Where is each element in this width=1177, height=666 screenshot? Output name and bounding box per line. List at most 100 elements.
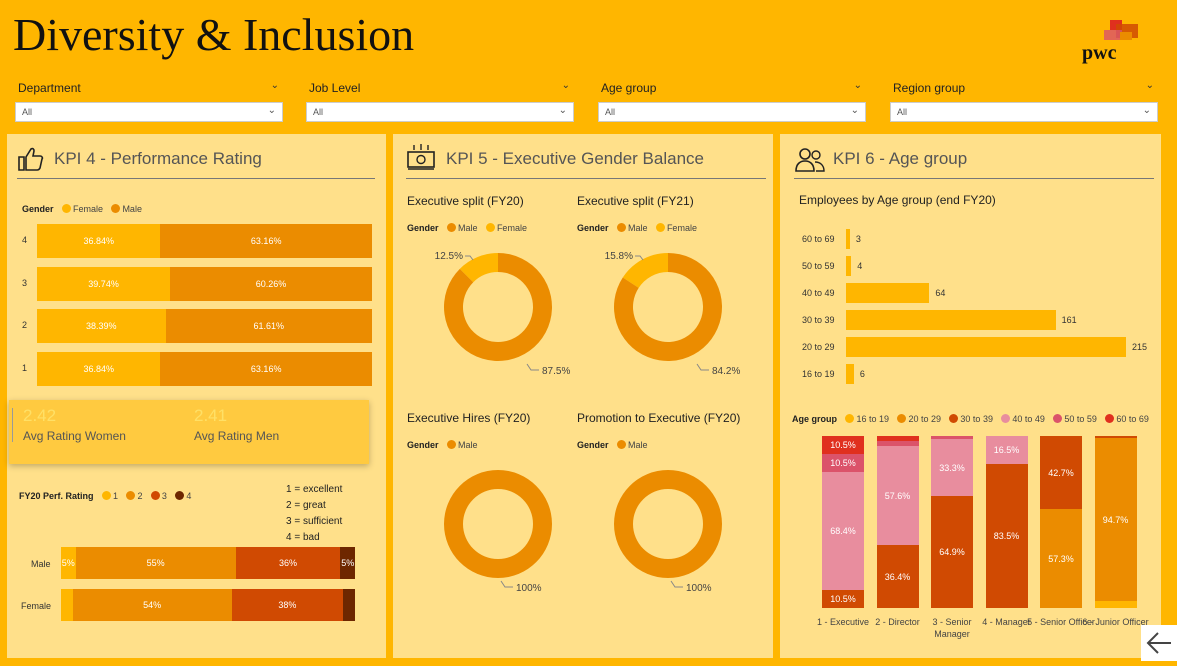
column-segment-age-30-39: 10.5% <box>822 589 864 608</box>
row-label: 1 <box>22 362 28 373</box>
filter-value: All <box>897 107 908 117</box>
bar-segment-rating-3: 36% <box>235 547 341 579</box>
age-bar-label: 20 to 29 <box>802 342 835 352</box>
age-bar-chart: 60 to 69 3 50 to 59 4 40 to 49 64 30 to 39 161 2… <box>790 225 1155 390</box>
legend-swatch-female <box>655 223 665 232</box>
age-bar-label: 40 to 49 <box>802 288 835 298</box>
bar-value-label: 5% <box>61 558 75 568</box>
chevron-down-icon[interactable]: ⌄ <box>853 80 862 91</box>
avg-rating-card: 2.42 Avg Rating Women 2.41 Avg Rating Me… <box>9 400 369 464</box>
legend-title: FY20 Perf. Rating <box>19 491 94 501</box>
chevron-down-icon[interactable]: ⌄ <box>270 80 279 91</box>
chevron-down-icon[interactable]: ⌄ <box>561 80 570 91</box>
legend-item: 50 to 59 <box>1064 414 1097 424</box>
filter-department[interactable]: Department ⌄ All ⌄ <box>15 80 283 124</box>
donut-legend[interactable]: Gender Male <box>577 435 647 453</box>
legend-item: 4 <box>186 491 192 501</box>
donut-legend[interactable]: Gender Male <box>407 435 477 453</box>
legend-title: Gender <box>577 440 609 450</box>
gender-legend[interactable]: Gender Female Male <box>22 199 142 217</box>
column-value-label: 83.5% <box>993 531 1020 542</box>
chart-title: Employees by Age group (end FY20) <box>799 193 996 207</box>
filter-dropdown[interactable]: All ⌄ <box>890 102 1158 122</box>
age-group-legend[interactable]: Age group 16 to 19 20 to 29 30 to 39 40 … <box>792 409 1149 427</box>
bar-value-label: 38.39% <box>86 321 117 331</box>
legend-title: Age group <box>792 414 837 424</box>
donut-title: Executive Hires (FY20) <box>407 411 531 425</box>
leader-line <box>526 363 539 371</box>
legend-swatch-40-49 <box>1001 414 1011 423</box>
age-bar-value: 4 <box>857 261 863 271</box>
donut-label-male: 100% <box>686 583 712 594</box>
age-bar-value: 6 <box>859 369 865 379</box>
age-bar-value: 64 <box>935 288 946 298</box>
column-value-label: 10.5% <box>830 458 856 469</box>
legend-title: Gender <box>407 440 439 450</box>
legend-item: Female <box>72 204 103 214</box>
legend-item: 3 <box>161 491 167 501</box>
filter-value: All <box>313 107 324 117</box>
bar-value-label: 63.16% <box>250 363 282 374</box>
leader-line <box>500 580 513 588</box>
perf-rating-chart: Male 5% 55% 36% 5% Female 54% 38% <box>19 547 359 622</box>
legend-swatch-20-29 <box>897 414 907 423</box>
legend-item: Male <box>457 440 478 450</box>
donut-title: Executive split (FY21) <box>577 194 694 208</box>
age-bar <box>846 229 850 249</box>
donut-label-male: 87.5% <box>542 366 570 377</box>
donut-exec-fy20: Executive split (FY20) Gender Male Femal… <box>403 190 570 390</box>
arrow-left-icon <box>1146 632 1171 654</box>
filter-region-group[interactable]: Region group ⌄ All ⌄ <box>890 80 1158 124</box>
legend-swatch-male <box>111 204 121 213</box>
donut-legend[interactable]: Gender Male Female <box>407 218 527 236</box>
back-button[interactable] <box>1141 625 1177 661</box>
column-segment-age-20-29: 57.3% <box>1040 509 1082 608</box>
scale-note: 3 = sufficient <box>286 516 343 527</box>
filter-label: Region group <box>893 81 966 95</box>
chevron-down-icon[interactable]: ⌄ <box>1145 80 1154 91</box>
column-category-label: 2 - Director <box>875 617 920 627</box>
perf-rating-legend[interactable]: FY20 Perf. Rating 1 2 3 4 <box>19 486 191 504</box>
filter-dropdown[interactable]: All ⌄ <box>306 102 574 122</box>
filter-dropdown[interactable]: All ⌄ <box>15 102 283 122</box>
legend-item: 20 to 29 <box>908 414 941 424</box>
legend-swatch-2 <box>126 491 136 500</box>
column-segment-age-60-69: 10.5% <box>822 436 864 455</box>
leader-line <box>465 255 474 261</box>
bar-value-label: 38% <box>278 600 297 610</box>
donut-slice-female <box>622 253 668 288</box>
row-label: 3 <box>22 277 28 288</box>
filter-dropdown[interactable]: All ⌄ <box>598 102 866 122</box>
column-value-label: 57.6% <box>884 490 911 501</box>
kpi5-panel <box>393 134 773 658</box>
legend-swatch-16-19 <box>845 414 855 423</box>
filter-job-level[interactable]: Job Level ⌄ All ⌄ <box>306 80 574 124</box>
filter-age-group[interactable]: Age group ⌄ All ⌄ <box>598 80 866 124</box>
bar-segment-female: 39.74% <box>37 266 171 301</box>
leader-line <box>696 363 709 371</box>
column-segment-age-40-49: 33.3% <box>931 439 973 497</box>
column-segment-age-30-39: 36.4% <box>876 545 919 608</box>
card-divider <box>12 408 13 442</box>
donut-legend[interactable]: Gender Male Female <box>577 218 697 236</box>
legend-item: Female <box>666 223 697 233</box>
column-category-label: 4 - Manager <box>982 617 1031 627</box>
donut-slice-male <box>444 253 552 361</box>
column-segment-age-40-49: 57.6% <box>876 446 919 546</box>
column-segment-age-50-59 <box>876 441 919 447</box>
column-value-label: 33.3% <box>939 462 965 473</box>
column-value-label: 94.7% <box>1102 514 1129 525</box>
bar-value-label: 60.26% <box>255 278 287 289</box>
job-level-age-chart: 10.5% 68.4% 10.5% 10.5% 1 - Executive 36.4% 57… <box>790 432 1155 648</box>
filter-label: Department <box>18 81 81 95</box>
legend-item: Male <box>627 223 648 233</box>
bar-segment-rating-2: 54% <box>72 589 232 621</box>
divider <box>794 178 1154 179</box>
pwc-logo-text: pwc <box>1082 42 1117 64</box>
legend-item: Female <box>496 223 527 233</box>
bar-segment-male: 61.61% <box>165 309 372 343</box>
row-label: Male <box>31 559 51 569</box>
bar-segment-male: 63.16% <box>160 224 372 258</box>
bar-value-label: 54% <box>143 600 162 610</box>
panel-title: KPI 4 - Performance Rating <box>54 149 262 168</box>
